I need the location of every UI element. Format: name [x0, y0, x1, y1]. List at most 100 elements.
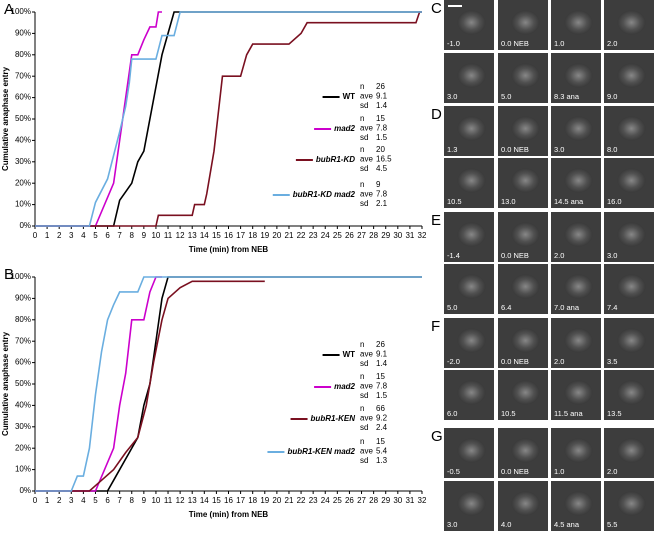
x-tick-label: 22: [297, 496, 306, 505]
x-tick-label: 0: [33, 231, 38, 240]
legend-label: WT: [343, 350, 356, 359]
legend-stat-name: n: [360, 340, 364, 349]
x-tick-label: 23: [309, 496, 318, 505]
y-tick-label: 90%: [15, 29, 31, 38]
cell-signal: [564, 274, 593, 299]
x-tick-label: 17: [236, 231, 245, 240]
timepoint-label: 4.5 ana: [554, 520, 580, 529]
legend-stat-name: sd: [360, 423, 368, 432]
y-tick-label: 40%: [15, 136, 31, 145]
cell-signal: [457, 116, 486, 141]
legend-stat-value: 9.1: [376, 350, 388, 359]
x-tick-label: 2: [57, 231, 62, 240]
timepoint-label: 3.0: [447, 520, 457, 529]
y-tick-label: 100%: [11, 7, 31, 16]
timepoint-label: 7.4: [607, 303, 617, 312]
legend-stat-name: ave: [360, 155, 373, 164]
x-tick-label: 14: [200, 496, 209, 505]
legend-stat-name: n: [360, 82, 364, 91]
y-tick-label: 80%: [15, 315, 31, 324]
cell-signal: [457, 10, 486, 35]
x-tick-label: 4: [81, 496, 86, 505]
x-tick-label: 18: [248, 231, 257, 240]
legend-stat-value: 15: [376, 372, 385, 381]
x-tick-label: 12: [176, 496, 185, 505]
timepoint-label: 3.0: [607, 251, 617, 260]
timepoint-label: 13.5: [607, 409, 622, 418]
x-tick-label: 4: [81, 231, 86, 240]
legend-label: mad2: [334, 382, 355, 391]
cell-signal: [511, 63, 540, 88]
cell-signal: [511, 222, 540, 247]
x-tick-label: 24: [321, 496, 330, 505]
timepoint-label: 8.3 ana: [554, 92, 580, 101]
timepoint-label: 0.0 NEB: [501, 467, 529, 476]
legend-stat-name: sd: [360, 101, 368, 110]
cell-signal: [617, 438, 646, 463]
y-tick-label: 50%: [15, 114, 31, 123]
y-tick-label: 0%: [19, 221, 31, 230]
x-tick-label: 24: [321, 231, 330, 240]
legend-stat-value: 15: [376, 437, 385, 446]
legend-stat-name: ave: [360, 414, 373, 423]
legend-stat-value: 26: [376, 340, 385, 349]
series-line: [35, 276, 422, 492]
timepoint-label: 2.0: [607, 39, 617, 48]
x-tick-label: 2: [57, 496, 62, 505]
legend-stat-value: 9.2: [376, 414, 388, 423]
cell-signal: [617, 491, 646, 516]
legend-label: bubR1-KD: [316, 155, 355, 164]
x-tick-label: 18: [248, 496, 257, 505]
x-axis-title: Time (min) from NEB: [189, 510, 269, 519]
cell-signal: [617, 274, 646, 299]
timepoint-label: -1.4: [447, 251, 460, 260]
x-tick-label: 26: [345, 496, 354, 505]
legend-stat-value: 4.5: [376, 164, 388, 173]
legend-label: mad2: [334, 124, 355, 133]
timepoint-label: 0.0 NEB: [501, 145, 529, 154]
panel-label: A: [4, 1, 14, 18]
cell-signal: [564, 380, 593, 405]
x-tick-label: 29: [381, 231, 390, 240]
x-tick-label: 10: [151, 496, 160, 505]
x-tick-label: 20: [272, 496, 281, 505]
y-tick-label: 30%: [15, 422, 31, 431]
x-tick-label: 1: [45, 496, 50, 505]
timepoint-label: 1.0: [554, 467, 564, 476]
image-panel-label: D: [431, 106, 442, 123]
x-tick-label: 14: [200, 231, 209, 240]
x-tick-label: 26: [345, 231, 354, 240]
x-tick-label: 6: [105, 231, 110, 240]
image-panel-label: F: [431, 318, 440, 335]
timepoint-label: 5.5: [607, 520, 617, 529]
timepoint-label: 7.0 ana: [554, 303, 580, 312]
cell-signal: [511, 380, 540, 405]
y-tick-label: 40%: [15, 401, 31, 410]
series-line: [35, 11, 162, 227]
legend-stat-name: n: [360, 404, 364, 413]
x-tick-label: 6: [105, 496, 110, 505]
x-tick-label: 31: [405, 496, 414, 505]
legend-stat-value: 9.1: [376, 92, 388, 101]
cell-signal: [511, 491, 540, 516]
cell-signal: [511, 328, 540, 353]
timepoint-label: 0.0 NEB: [501, 39, 529, 48]
x-tick-label: 32: [418, 496, 427, 505]
image-panel-label: G: [431, 428, 443, 445]
legend-stat-name: n: [360, 372, 364, 381]
y-tick-label: 20%: [15, 178, 31, 187]
cell-signal: [617, 116, 646, 141]
x-tick-label: 15: [212, 496, 221, 505]
legend-stat-value: 2.1: [376, 199, 388, 208]
legend-stat-value: 7.8: [376, 190, 388, 199]
x-tick-label: 11: [164, 496, 173, 505]
cell-signal: [564, 10, 593, 35]
legend-stat-name: n: [360, 114, 364, 123]
cell-signal: [457, 438, 486, 463]
timepoint-label: 4.0: [501, 520, 511, 529]
cell-signal: [617, 328, 646, 353]
timepoint-label: -1.0: [447, 39, 460, 48]
legend-stat-name: sd: [360, 133, 368, 142]
timepoint-label: 3.0: [447, 92, 457, 101]
cell-signal: [564, 168, 593, 193]
